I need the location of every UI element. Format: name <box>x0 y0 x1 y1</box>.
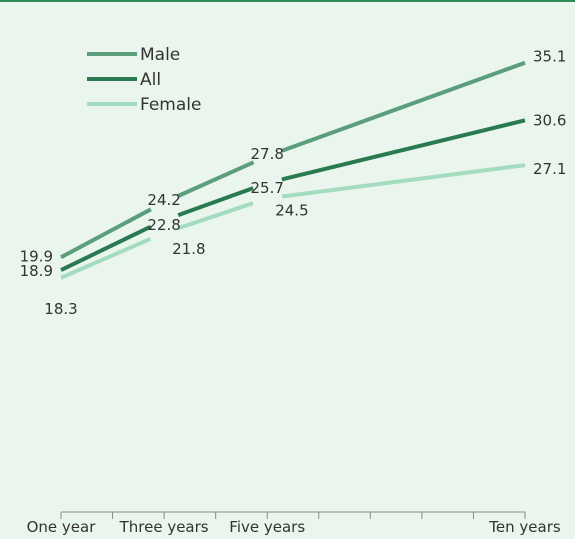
legend-label-all: All <box>140 70 161 90</box>
data-label-female: 18.3 <box>44 300 77 318</box>
legend-label-male: Male <box>140 45 180 65</box>
series-line-all <box>177 186 254 217</box>
series-line-male <box>280 60 526 153</box>
series-line-male <box>176 160 255 198</box>
series-lines <box>60 60 526 280</box>
data-label-female: 21.8 <box>172 240 205 258</box>
series-line-male <box>60 207 152 260</box>
data-label-female: 27.1 <box>533 160 566 178</box>
data-label-male: 24.2 <box>147 191 180 209</box>
series-line-all <box>60 224 152 272</box>
data-label-male: 35.1 <box>533 48 566 66</box>
series-line-all <box>281 118 526 182</box>
data-label-male: 19.9 <box>20 247 53 265</box>
data-label-all: 25.7 <box>251 179 284 197</box>
legend: Male All Female <box>87 45 201 115</box>
data-labels: 19.9 24.2 27.8 35.1 18.9 22.8 25.7 30.6 18.3 21.8… <box>20 48 567 318</box>
x-tick-label: Ten years <box>488 518 561 536</box>
data-label-all: 18.9 <box>20 262 53 280</box>
top-rule <box>0 0 575 2</box>
series-line-female <box>281 163 526 199</box>
x-tick-label: Five years <box>229 518 305 536</box>
x-axis: One year Three years Five years Ten years <box>27 511 561 536</box>
x-tick-label: Three years <box>119 518 209 536</box>
series-line-female <box>177 201 254 231</box>
data-label-all: 22.8 <box>147 216 180 234</box>
series-line-female <box>60 237 152 280</box>
data-label-all: 30.6 <box>533 111 566 129</box>
legend-label-female: Female <box>140 95 201 115</box>
data-label-male: 27.8 <box>251 145 284 163</box>
x-tick-label: One year <box>27 518 97 536</box>
data-label-female: 24.5 <box>275 201 308 219</box>
